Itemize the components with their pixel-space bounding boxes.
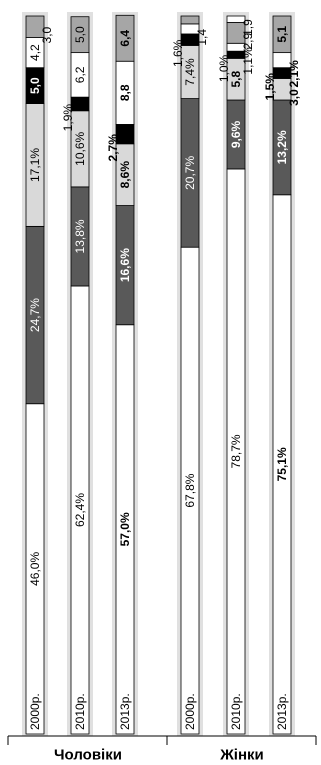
data-label: 13,2% (275, 130, 289, 164)
data-label: 1,9% (61, 104, 75, 132)
data-label: 20,7% (183, 156, 197, 190)
bar-segment (180, 15, 200, 25)
data-label: 3,0 (287, 89, 301, 106)
data-label: 6,4 (118, 30, 132, 47)
bar-segment (25, 15, 45, 38)
data-label: 5,8 (229, 71, 243, 88)
data-label: 7,4% (183, 58, 197, 86)
data-label: 3,0 (40, 26, 54, 43)
year-tick-label: 2000р. (28, 693, 42, 730)
data-label: 9,6% (229, 120, 243, 148)
year-tick-label: 2010р. (229, 693, 243, 730)
data-label: 8,6% (118, 161, 132, 189)
data-label: 2,1% (287, 60, 301, 88)
data-label: 2,7% (106, 134, 120, 162)
data-label: 5,0 (28, 77, 42, 94)
data-label: 75,1% (275, 447, 289, 481)
data-label: 1,6% (171, 39, 185, 67)
data-label: 57,0% (118, 512, 132, 546)
data-label: 8,8 (118, 84, 132, 101)
data-label: 46,0% (28, 552, 42, 586)
data-label: 10,6% (73, 131, 87, 165)
bar-segment (272, 15, 292, 54)
data-label: 5,1 (275, 26, 289, 43)
data-label: 17,1% (28, 148, 42, 182)
year-tick-label: 2000р. (183, 693, 197, 730)
data-label: 78,7% (229, 434, 243, 468)
data-label: 1,5% (263, 73, 277, 101)
data-label: 4,2 (28, 44, 42, 61)
data-label: 67,8% (183, 473, 197, 507)
data-label: 13,8% (73, 219, 87, 253)
year-tick-label: 2013р. (275, 693, 289, 730)
data-label: 5,0 (73, 26, 87, 43)
year-tick-label: 2013р. (118, 693, 132, 730)
data-label: 6,2 (73, 66, 87, 83)
data-label: 16,6% (118, 248, 132, 282)
bar-segment (70, 16, 90, 54)
bar-segment (115, 14, 135, 62)
data-label: 24,7% (28, 298, 42, 332)
data-label: 1,4 (195, 29, 209, 46)
data-label: 2,9 (241, 33, 255, 50)
year-tick-label: 2010р. (73, 693, 87, 730)
data-label: 1,0% (217, 54, 231, 82)
bar-segment (226, 15, 246, 23)
group-label: Жінки (219, 747, 264, 764)
data-label: 1,1% (241, 47, 255, 75)
data-label: 62,4% (73, 493, 87, 527)
group-label: Чоловіки (54, 747, 122, 764)
data-label: 1,9 (241, 19, 255, 36)
